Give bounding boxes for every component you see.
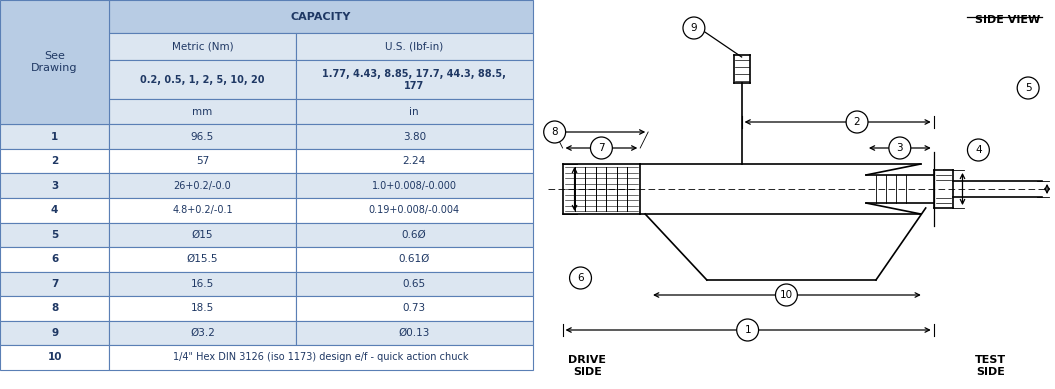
Text: 6: 6: [51, 254, 58, 264]
Text: 2.24: 2.24: [403, 156, 426, 166]
Text: 7: 7: [598, 143, 605, 153]
Text: 26+0.2/-0.0: 26+0.2/-0.0: [174, 181, 231, 191]
Text: 57: 57: [196, 156, 209, 166]
Circle shape: [736, 319, 759, 341]
Text: 10: 10: [47, 352, 62, 362]
Text: 5: 5: [1024, 83, 1032, 93]
Circle shape: [889, 137, 910, 159]
Bar: [110, 198, 295, 223]
Text: See
Drawing: See Drawing: [32, 51, 78, 73]
Bar: [295, 198, 533, 223]
Text: SIDE VIEW: SIDE VIEW: [975, 15, 1040, 25]
Bar: [110, 149, 295, 173]
Text: 8: 8: [552, 127, 558, 137]
Text: 96.5: 96.5: [191, 132, 214, 142]
Text: U.S. (lbf-in): U.S. (lbf-in): [385, 42, 443, 52]
Bar: [0, 247, 110, 272]
Text: 1.0+0.008/-0.000: 1.0+0.008/-0.000: [371, 181, 457, 191]
Text: 1.77, 4.43, 8.85, 17.7, 44.3, 88.5,
177: 1.77, 4.43, 8.85, 17.7, 44.3, 88.5, 177: [322, 69, 506, 91]
Circle shape: [1017, 77, 1039, 99]
Bar: [110, 296, 295, 321]
Text: 10: 10: [780, 290, 793, 300]
Text: 1: 1: [51, 132, 58, 142]
Circle shape: [591, 137, 612, 159]
Bar: [0, 345, 110, 370]
Bar: [295, 247, 533, 272]
Text: CAPACITY: CAPACITY: [291, 12, 351, 21]
Text: 5: 5: [51, 230, 58, 240]
Bar: [0, 173, 110, 198]
Text: Ø0.13: Ø0.13: [399, 328, 430, 338]
Bar: [0, 223, 110, 247]
Bar: [295, 99, 533, 124]
Circle shape: [570, 267, 592, 289]
Text: 9: 9: [691, 23, 697, 33]
Text: 16.5: 16.5: [191, 279, 214, 289]
Bar: [110, 124, 295, 149]
Bar: [295, 272, 533, 296]
Text: DRIVE
SIDE: DRIVE SIDE: [569, 355, 607, 377]
Text: 0.65: 0.65: [403, 279, 426, 289]
Bar: [0, 124, 110, 149]
Circle shape: [775, 284, 798, 306]
Bar: [110, 345, 533, 370]
Text: 3.80: 3.80: [403, 132, 426, 142]
Bar: [110, 99, 295, 124]
Bar: [0, 149, 110, 173]
Circle shape: [846, 111, 868, 133]
Text: 0.6Ø: 0.6Ø: [402, 230, 426, 240]
Bar: [0, 0, 110, 124]
Circle shape: [543, 121, 565, 143]
Text: Ø15: Ø15: [192, 230, 213, 240]
Text: 3: 3: [51, 181, 58, 191]
Text: 2: 2: [51, 156, 58, 166]
Bar: [0, 272, 110, 296]
Text: 0.19+0.008/-0.004: 0.19+0.008/-0.004: [368, 205, 460, 215]
Circle shape: [683, 17, 705, 39]
Bar: [110, 223, 295, 247]
Bar: [110, 247, 295, 272]
Bar: [295, 149, 533, 173]
Bar: [295, 223, 533, 247]
Text: 4.8+0.2/-0.1: 4.8+0.2/-0.1: [172, 205, 233, 215]
Text: Metric (Nm): Metric (Nm): [172, 42, 233, 52]
Text: 0.2, 0.5, 1, 2, 5, 10, 20: 0.2, 0.5, 1, 2, 5, 10, 20: [140, 75, 265, 85]
Text: 3: 3: [897, 143, 903, 153]
Text: 6: 6: [577, 273, 583, 283]
Bar: [0, 198, 110, 223]
Text: 1: 1: [745, 325, 751, 335]
Text: 8: 8: [51, 303, 58, 313]
Bar: [295, 60, 533, 99]
Bar: [0, 296, 110, 321]
Bar: [110, 173, 295, 198]
Text: 9: 9: [51, 328, 58, 338]
Bar: [110, 321, 295, 345]
Bar: [295, 321, 533, 345]
Text: 0.73: 0.73: [403, 303, 426, 313]
Bar: [295, 124, 533, 149]
Text: mm: mm: [192, 107, 212, 117]
Bar: [0, 321, 110, 345]
Text: Ø15.5: Ø15.5: [187, 254, 218, 264]
Bar: [295, 33, 533, 60]
Text: 4: 4: [51, 205, 58, 215]
Bar: [110, 60, 295, 99]
Bar: [110, 33, 295, 60]
Circle shape: [967, 139, 990, 161]
Text: TEST
SIDE: TEST SIDE: [975, 355, 1005, 377]
Bar: [110, 272, 295, 296]
Text: Ø3.2: Ø3.2: [190, 328, 215, 338]
Text: 2: 2: [853, 117, 861, 127]
Text: 1/4" Hex DIN 3126 (iso 1173) design e/f - quick action chuck: 1/4" Hex DIN 3126 (iso 1173) design e/f …: [173, 352, 468, 362]
Bar: [295, 296, 533, 321]
Bar: [110, 0, 533, 33]
Text: 4: 4: [975, 145, 982, 155]
Text: in: in: [409, 107, 419, 117]
Bar: [295, 173, 533, 198]
Text: 7: 7: [51, 279, 58, 289]
Text: 0.61Ø: 0.61Ø: [399, 254, 430, 264]
Text: 18.5: 18.5: [191, 303, 214, 313]
